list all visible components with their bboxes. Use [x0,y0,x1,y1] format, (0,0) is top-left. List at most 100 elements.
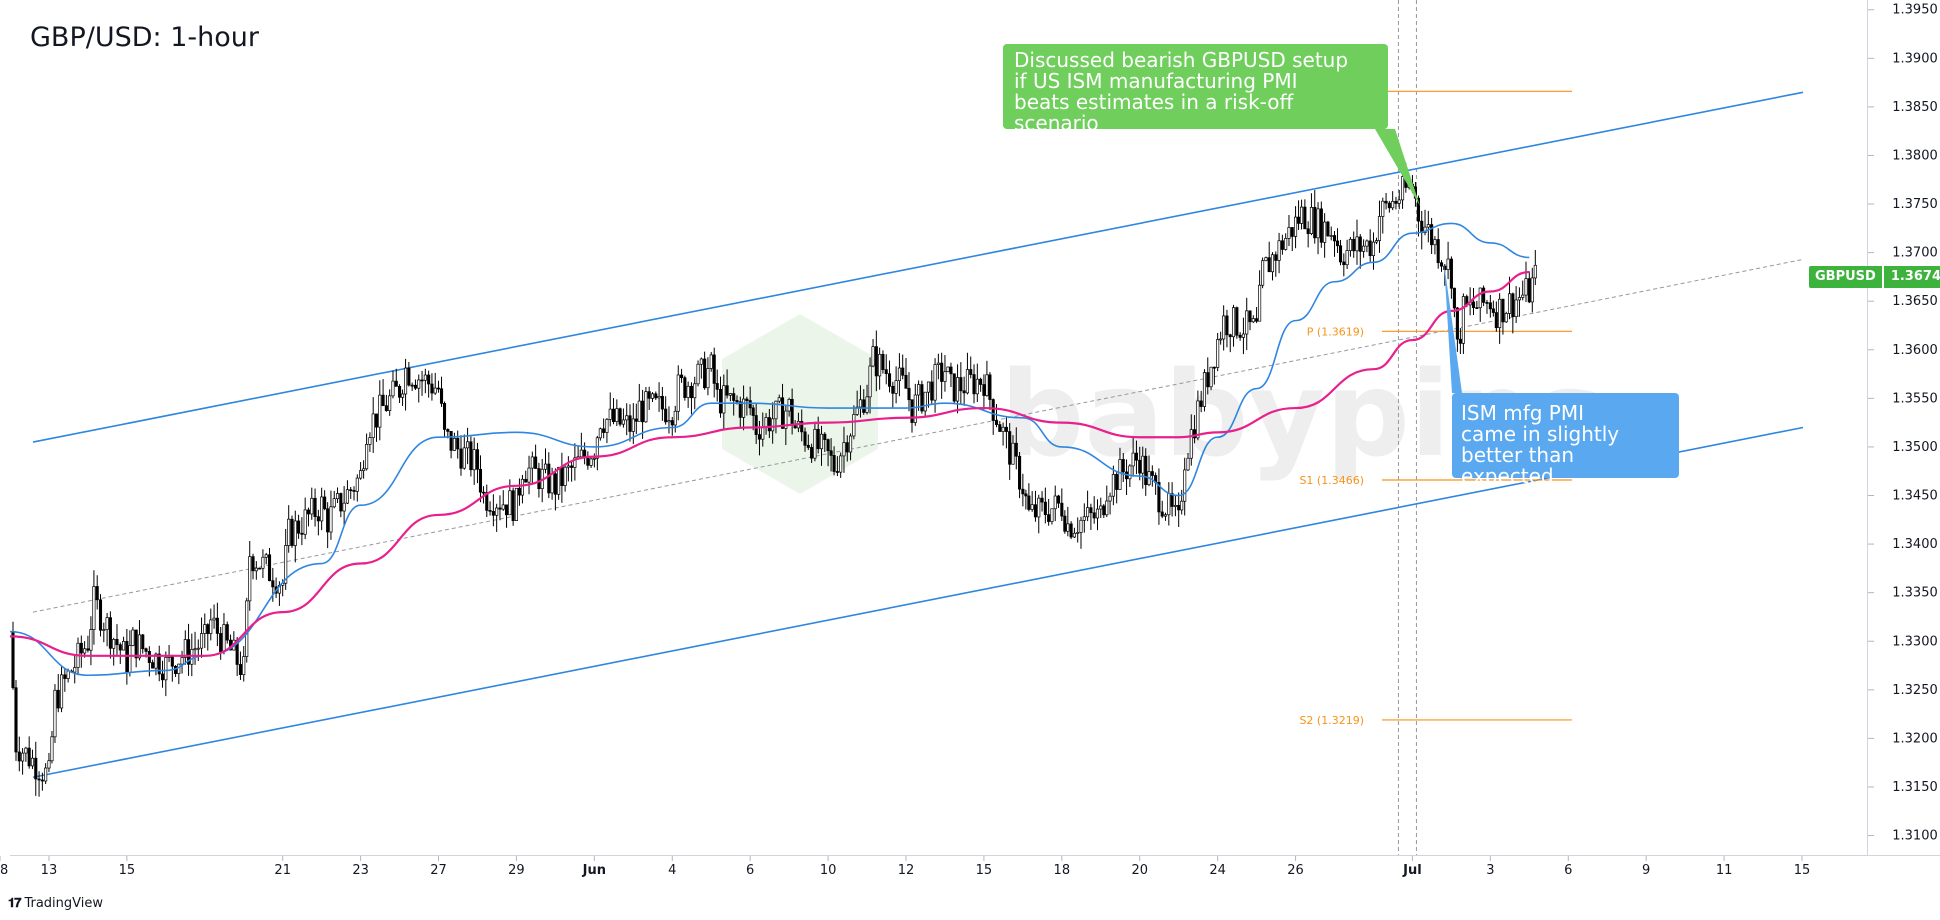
candle-body [1358,236,1362,252]
candle-body [955,377,960,402]
candle-body [1011,442,1015,465]
candle-body [1008,431,1012,465]
candle-body [53,689,57,738]
candle-body [1196,400,1200,439]
candle-body [264,554,268,558]
candle-body [1527,278,1531,303]
candle-body [267,554,272,582]
candle-body [696,363,700,385]
candle-body [66,670,70,679]
candle-body [1040,497,1044,503]
candle-body [1248,310,1252,323]
candle-body [819,433,824,450]
candle-body [242,656,246,675]
candle-body [310,497,314,515]
candle-body [1024,493,1028,497]
candle-body [949,366,953,375]
candle-body [17,751,21,762]
candle-body [50,736,54,762]
candle-body [407,367,411,386]
candle-body [592,457,596,460]
candle-body [524,478,528,483]
candle-body [329,506,333,533]
candle-body [718,389,723,414]
candle-body [1131,452,1135,467]
candle-body [410,384,414,387]
candle-body [761,426,765,440]
candle-body [466,441,470,449]
candle-body [1076,532,1080,534]
candle-body [660,395,664,410]
candle-body [845,442,849,453]
price-tag-symbol: GBPUSD [1809,266,1882,288]
candle-body [1501,298,1505,323]
x-tick-label: 15 [119,863,136,878]
candle-body [355,477,359,492]
candle-body [832,455,836,472]
candle-body [1082,516,1086,521]
candle-body [1439,262,1444,267]
candle-body [930,381,934,401]
candle-body [488,510,492,512]
candle-body [1478,287,1482,309]
watermark-hex [722,314,878,494]
candle-body [1173,504,1177,507]
candle-body [271,580,275,588]
candle-body [79,642,83,654]
x-tick-label: 18 [1054,863,1071,878]
x-tick-label: 3 [1486,863,1494,878]
candle-body [862,399,866,413]
x-tick-label: 10 [820,863,837,878]
candle-body [621,419,625,425]
candle-body [1335,240,1340,247]
candle-body [1001,426,1005,432]
candle-body [108,617,112,649]
x-tick-label: 26 [1287,863,1304,878]
candle-body [118,644,122,651]
candle-body [676,374,680,412]
candle-body [1280,240,1284,250]
candle-body [1245,310,1249,335]
candle-body [300,532,304,535]
candle-body [1371,241,1376,257]
candle-body [1319,208,1323,243]
y-tick-label: 1.3750 [1892,197,1938,212]
green-callout-pointer [1375,129,1420,206]
candle-body [1533,264,1537,279]
candle-body [923,391,927,412]
candle-body [553,473,557,495]
candle-body [1047,514,1051,522]
candle-body [56,689,60,709]
x-tick-label: 4 [668,863,676,878]
y-tick-label: 1.3600 [1892,343,1938,358]
candle-body [777,397,781,402]
candle-body [894,380,898,394]
candle-body [63,674,67,679]
channel-lower-line [32,426,1804,779]
y-tick-label: 1.3150 [1892,780,1938,795]
candle-body [24,747,28,754]
candle-body [1306,228,1310,234]
candle-body [1436,239,1440,264]
candle-body [374,413,379,428]
candle-body [154,653,158,669]
candle-body [1488,302,1492,310]
y-tick-label: 1.3550 [1892,391,1938,406]
candle-body [147,651,151,663]
candle-body [557,466,561,495]
candle-body [1514,299,1518,317]
candle-body [706,368,710,389]
candle-body [1128,465,1132,480]
candle-body [686,385,690,398]
candle-body [1446,258,1450,270]
candle-body [141,634,145,650]
candle-body [1274,254,1278,261]
candle-body [1433,239,1437,246]
candle-body [413,384,418,389]
candle-body [979,378,983,385]
candle-body [728,393,732,396]
tradingview-label: TradingView [24,896,104,911]
candle-body [287,518,291,546]
candle-body [722,385,726,414]
candle-body [991,399,995,421]
